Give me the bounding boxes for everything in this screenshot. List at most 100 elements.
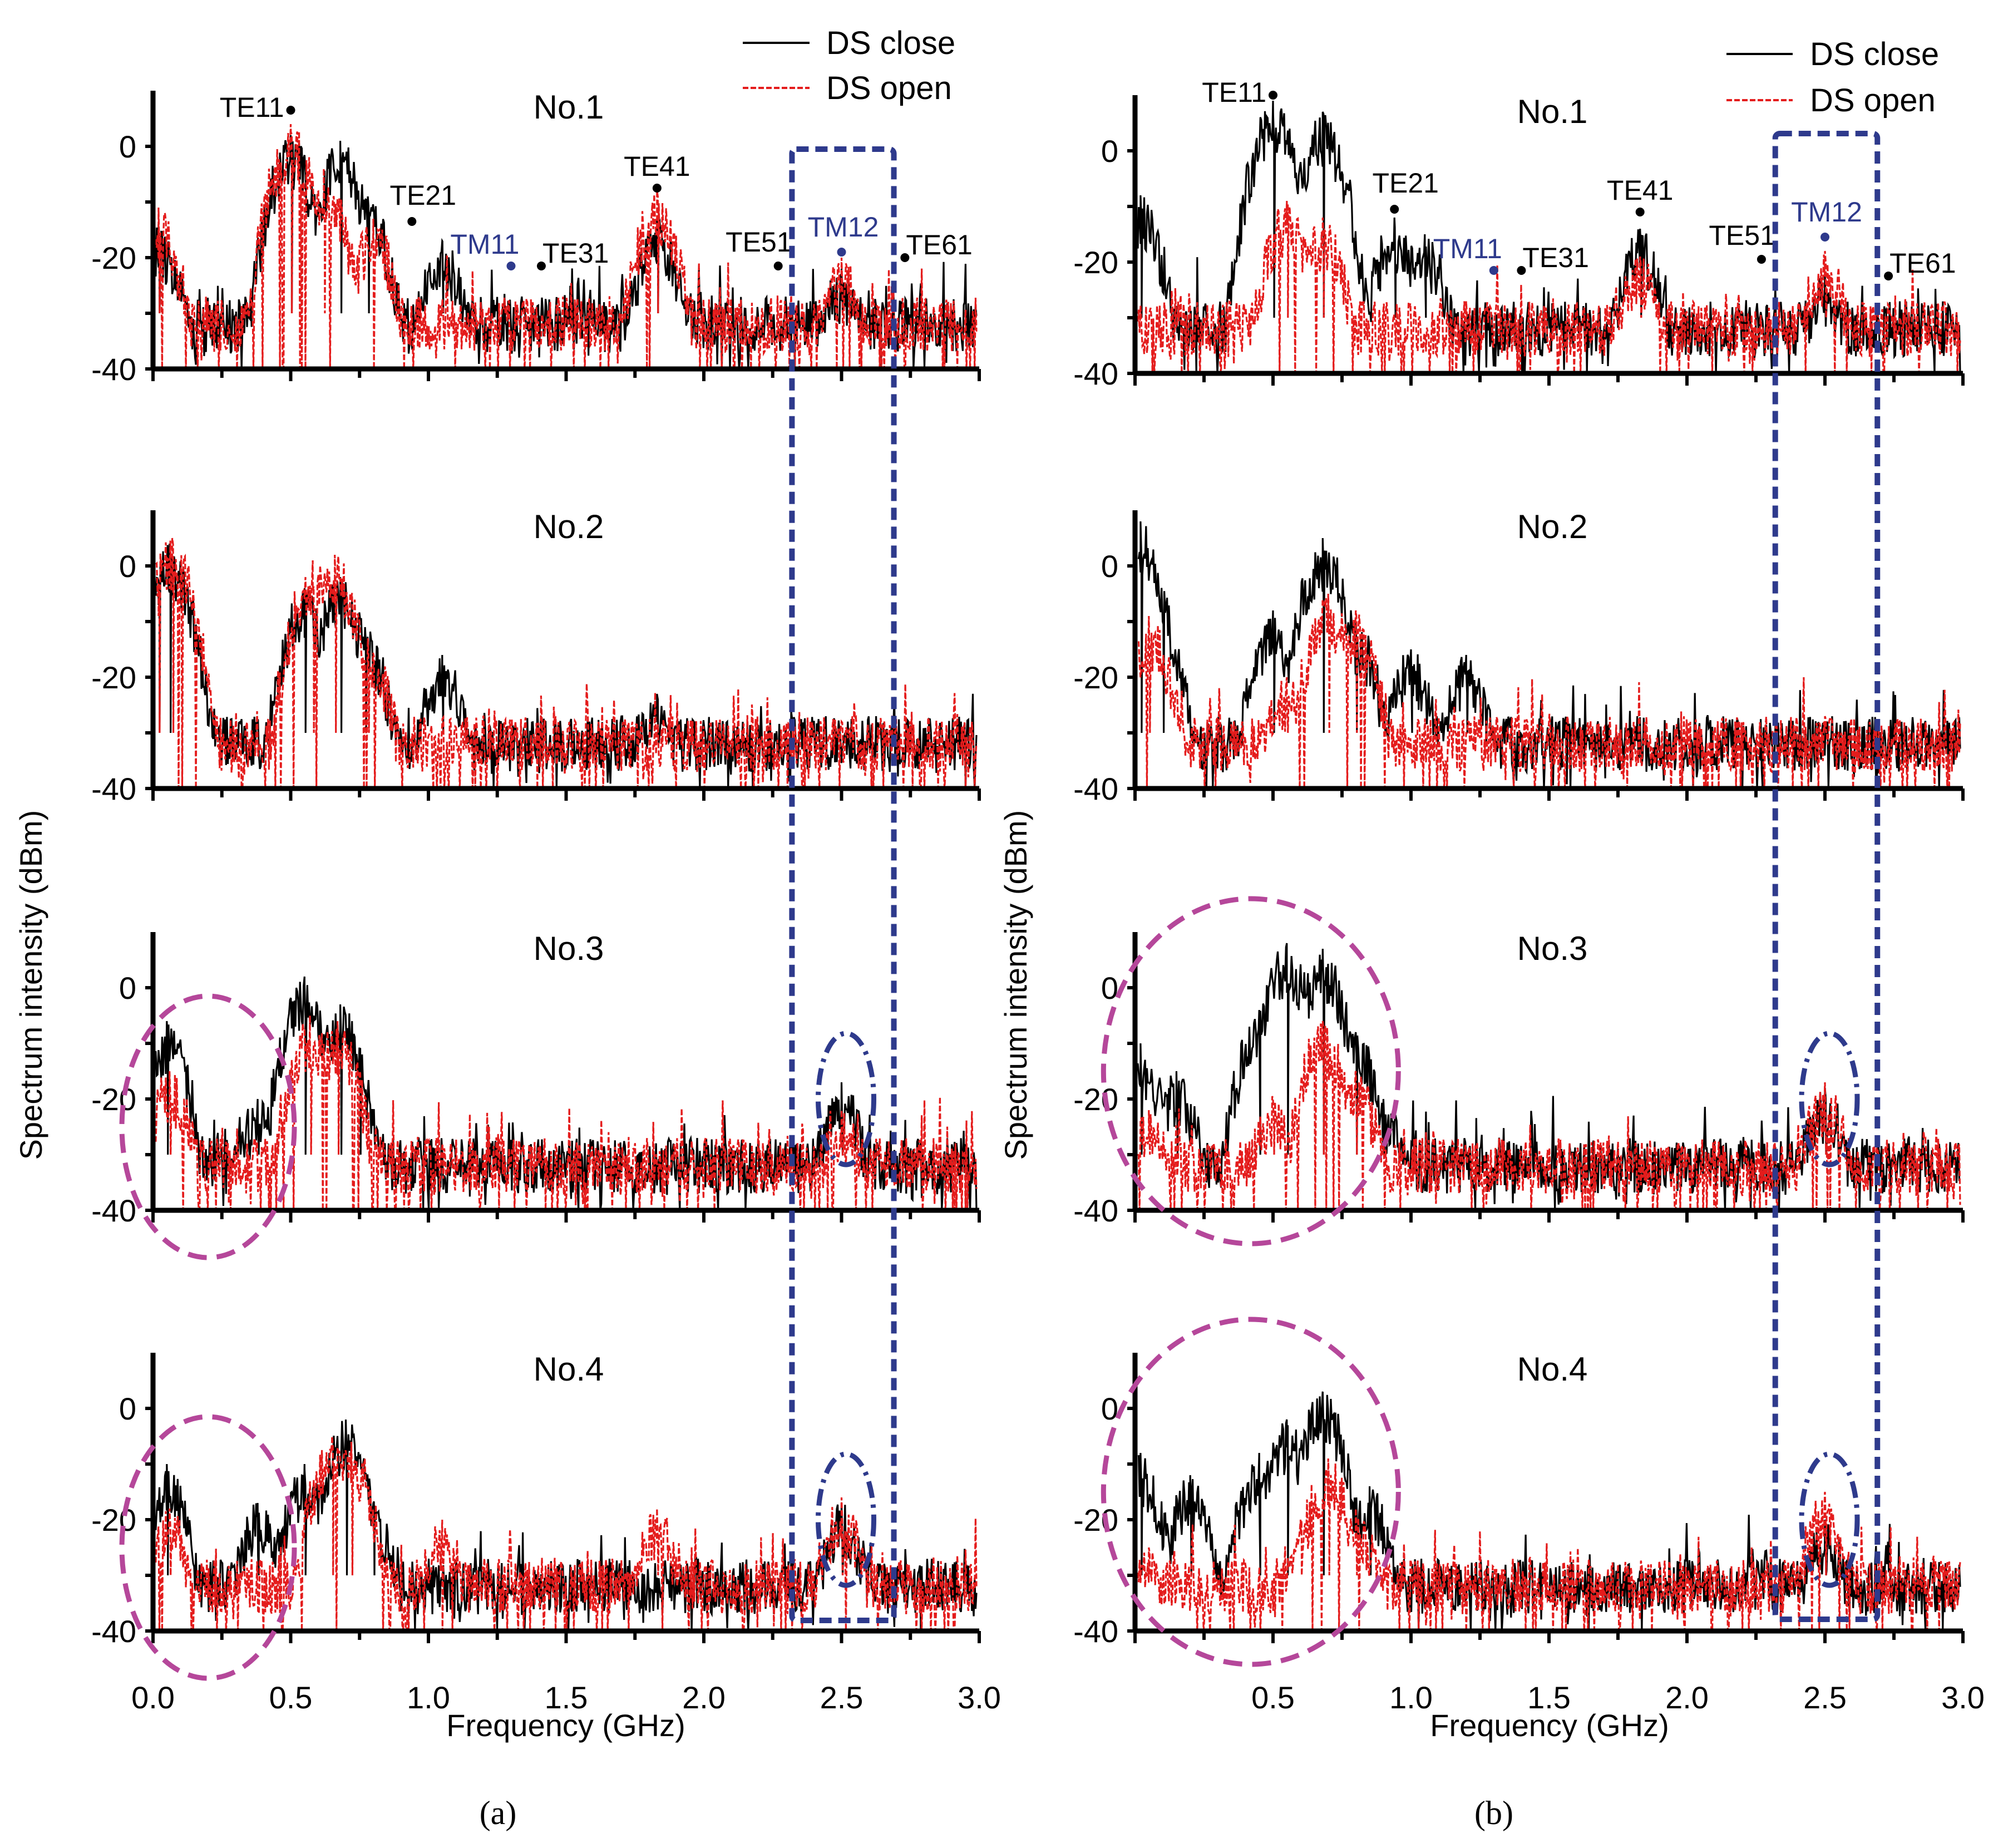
mode-label: TM11 [450, 229, 519, 260]
series-ds-open-line [1137, 1021, 1961, 1211]
series-ds-open-line [155, 538, 978, 792]
x-tick-label: 2.5 [1803, 1680, 1847, 1715]
y-tick-label: -20 [1073, 660, 1118, 695]
y-tick-label: 0 [1101, 1391, 1118, 1426]
y-tick-label: 0 [1101, 970, 1118, 1006]
series-ds-open-line [155, 124, 978, 370]
series-ds-open-line [155, 1015, 978, 1211]
legend-label-ds-open: DS open [1810, 82, 1936, 119]
tm12-ellipse [816, 1031, 876, 1167]
y-axis-label: Spectrum intensity (dBm) [13, 810, 48, 1160]
x-tick-label: 1.5 [545, 1680, 588, 1715]
mode-marker-dot [1884, 272, 1893, 280]
x-tick-label: 1.0 [407, 1680, 450, 1715]
mode-marker-dot [407, 217, 417, 226]
panel-title: No.2 [534, 508, 604, 545]
mode-marker-dot [1269, 91, 1277, 100]
mode-label: TE21 [1372, 167, 1439, 199]
mode-label: TE11 [1202, 77, 1266, 108]
mode-marker-dot [773, 262, 783, 270]
panel-2: 0 -20 -40 No.2 [91, 508, 981, 806]
y-tick-label: -20 [1073, 1502, 1118, 1537]
mode-marker-dot [837, 248, 846, 257]
panel-1: 0 -20 -40 No.1 TE11 TE21 TM11 TE31 TE41 TE51 TM12 T… [91, 88, 981, 387]
mode-marker-dot [1757, 255, 1766, 264]
x-axis-label: Frequency (GHz) [1430, 1708, 1669, 1743]
tm12-ellipse [816, 1451, 876, 1588]
low-frequency-ellipse [1101, 1317, 1401, 1667]
mode-marker-dot [1489, 266, 1498, 275]
mode-marker-dot [286, 106, 295, 115]
x-tick-label: 2.0 [1665, 1680, 1709, 1715]
mode-marker-dot [1517, 266, 1526, 275]
panel-4: 0 -20 -40 No.4 [1073, 1317, 1965, 1667]
panel-4: 0 -20 -40 No.4 [91, 1351, 981, 1681]
mode-marker-dot [1820, 233, 1829, 242]
mode-label: TE51 [726, 226, 792, 258]
tm12-ellipse [1799, 1031, 1860, 1167]
x-tick-label: 3.0 [1941, 1680, 1985, 1715]
tm12-highlight-box-a [789, 146, 897, 1623]
y-tick-label: -40 [1073, 771, 1118, 806]
x-tick-label: 2.5 [820, 1680, 864, 1715]
mode-marker-dot [900, 253, 910, 262]
chart-b: 0 -20 -40 No.1 TE11 TE21 TM11 TE31 TE41 TE51 TM12 T… [998, 36, 1985, 1831]
y-tick-label: -40 [91, 771, 136, 806]
x-axis-label: Frequency (GHz) [446, 1708, 685, 1743]
x-tick-label: 0.5 [1251, 1680, 1295, 1715]
x-tick-label: 2.0 [682, 1680, 726, 1715]
y-tick-label: -20 [91, 1502, 136, 1537]
panel-2: 0 -20 -40 No.2 [1073, 508, 1965, 806]
mode-label: TM11 [1433, 233, 1502, 264]
x-tick-label: 0.0 [131, 1680, 175, 1715]
y-tick-label: -40 [1073, 1614, 1118, 1649]
mode-label: TE31 [542, 238, 609, 269]
low-frequency-ellipse [119, 1414, 297, 1681]
mode-label: TE11 [220, 92, 284, 123]
panel-title: No.1 [1517, 93, 1588, 130]
tm12-ellipse [1799, 1451, 1860, 1588]
panel-title: No.4 [534, 1351, 604, 1388]
y-tick-label: -40 [1073, 356, 1118, 391]
y-tick-label: 0 [119, 549, 136, 584]
mode-marker-dot [652, 184, 662, 193]
y-tick-label: 0 [119, 1391, 136, 1426]
tm12-highlight-box-b [1772, 131, 1881, 1622]
panel-title: No.4 [1517, 1351, 1588, 1388]
series-ds-open-line [1137, 593, 1961, 789]
panel-title: No.1 [534, 88, 604, 126]
y-tick-label: 0 [1101, 134, 1118, 169]
mode-marker-dot [1390, 205, 1399, 214]
series-ds-open-line [155, 1436, 978, 1632]
tm12-highlight-rect [1772, 131, 1881, 1622]
y-tick-label: -40 [1073, 1193, 1118, 1228]
y-tick-label: 0 [1101, 549, 1118, 584]
y-tick-label: -20 [91, 660, 136, 695]
mode-label: TE41 [1607, 175, 1674, 206]
legend-label-ds-close: DS close [826, 25, 955, 61]
y-tick-label: 0 [119, 970, 136, 1006]
subfigure-label: (b) [1474, 1795, 1513, 1831]
y-tick-label: -20 [1073, 1082, 1118, 1117]
mode-label: TM12 [808, 211, 879, 243]
mode-label: TE61 [1889, 248, 1956, 279]
x-tick-label: 1.5 [1527, 1680, 1571, 1715]
panel-title: No.3 [534, 930, 604, 967]
series-ds-open-line [1137, 200, 1961, 374]
mode-marker-dot [1635, 208, 1645, 216]
y-tick-label: -20 [1073, 245, 1118, 280]
low-frequency-ellipse [119, 993, 297, 1260]
legend-label-ds-close: DS close [1810, 36, 1939, 72]
y-axis-label: Spectrum intensity (dBm) [998, 810, 1033, 1160]
panel-1: 0 -20 -40 No.1 TE11 TE21 TM11 TE31 TE41 TE51 TM12 T… [1073, 77, 1965, 391]
mode-label: TM12 [1791, 196, 1862, 228]
x-tick-label: 3.0 [958, 1680, 1001, 1715]
legend-label-ds-open: DS open [826, 70, 952, 106]
y-tick-label: -40 [91, 352, 136, 387]
series-ds-close-line [155, 976, 978, 1211]
low-frequency-ellipse [1101, 896, 1401, 1246]
mode-label: TE41 [624, 151, 690, 182]
mode-marker-dot [506, 262, 516, 270]
panel-3: 0 -20 -40 No.3 [1073, 896, 1965, 1246]
mode-label: TE51 [1709, 220, 1775, 251]
